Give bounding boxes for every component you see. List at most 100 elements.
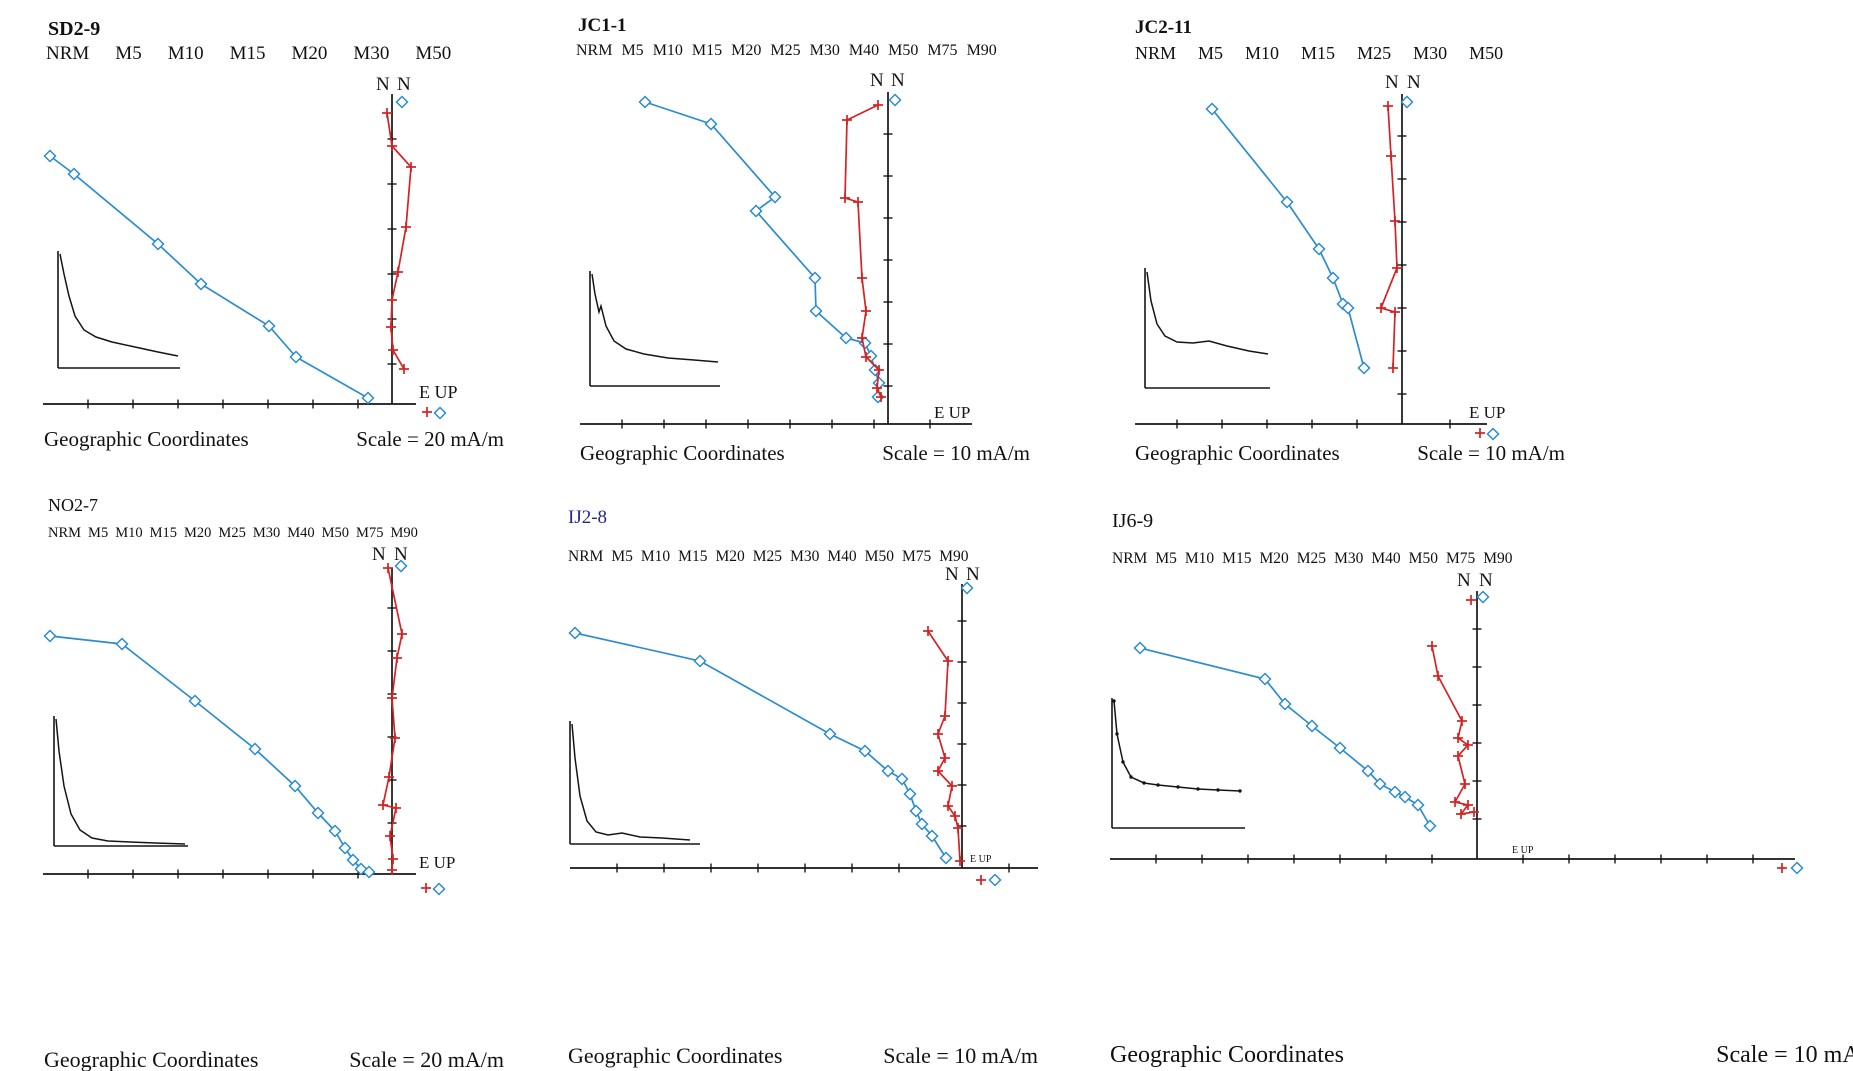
diamond-marker xyxy=(768,190,782,204)
diamond-marker xyxy=(704,117,718,131)
diamond-marker xyxy=(395,95,409,109)
demag-step-label: M5 xyxy=(1198,43,1224,63)
demag-step-label: M25 xyxy=(1357,43,1392,63)
demag-step-label: M25 xyxy=(1296,550,1327,567)
demag-step-label: M15 xyxy=(691,42,723,59)
diamond-marker xyxy=(43,629,57,643)
diamond-marker xyxy=(1205,102,1219,116)
demag-step-label: NRM xyxy=(46,43,90,64)
panel-title: JC2-11 xyxy=(1135,17,1192,38)
demag-step-label: M30 xyxy=(790,548,820,565)
demag-step-label: M10 xyxy=(1245,43,1280,63)
diamond-marker xyxy=(262,319,276,333)
diamond-marker xyxy=(433,406,447,420)
diamond-marker xyxy=(1278,697,1292,711)
diamond-marker xyxy=(289,350,303,364)
diamond-marker xyxy=(328,824,342,838)
demag-step-label: NRM xyxy=(1135,43,1177,63)
demag-step-label: M25 xyxy=(218,525,246,541)
decay-curve-marker xyxy=(1238,789,1242,793)
demag-step-label: M40 xyxy=(287,525,315,541)
coords-label: Geographic Coordinates xyxy=(580,441,785,465)
panel-title: SD2-9 xyxy=(48,18,101,40)
demag-step-label: M15 xyxy=(229,43,266,64)
zijderveld-plot: N N E UP xyxy=(1135,72,1505,441)
coords-label: Geographic Coordinates xyxy=(44,427,249,451)
intensity-decay-curve xyxy=(59,253,179,357)
east-up-axis-label: E UP xyxy=(934,403,970,422)
diamond-marker xyxy=(394,559,408,573)
north-axis-label: N xyxy=(1407,72,1421,93)
diamond-marker xyxy=(362,865,376,879)
vertical-projection-line xyxy=(1379,105,1398,369)
diamond-marker xyxy=(361,391,375,405)
diamond-marker xyxy=(338,841,352,855)
demag-step-label: M5 xyxy=(115,43,142,64)
coords-label: Geographic Coordinates xyxy=(1110,1042,1344,1068)
diamond-marker xyxy=(288,779,302,793)
coords-label: Geographic Coordinates xyxy=(44,1047,259,1071)
decay-curve-marker xyxy=(1216,788,1220,792)
diamond-marker xyxy=(1423,819,1437,833)
horizontal-projection-line xyxy=(574,632,947,859)
demag-step-label: M75 xyxy=(1445,550,1476,567)
north-axis-label: N xyxy=(1457,570,1471,591)
east-up-axis-label: E UP xyxy=(1512,845,1534,856)
north-axis-label: N xyxy=(945,564,959,585)
demag-step-label: M10 xyxy=(115,525,143,541)
demag-steps-row: NRM M5 M10 M15 M25 M30 M50 xyxy=(1135,43,1503,64)
intensity-decay-curve xyxy=(591,273,719,363)
demag-step-label: M30 xyxy=(1413,43,1448,63)
demag-step-label: M15 xyxy=(149,525,178,541)
demag-step-label: M5 xyxy=(1155,550,1177,567)
demag-step-label: M10 xyxy=(640,548,671,565)
demag-step-label: M50 xyxy=(415,43,452,64)
diamond-marker xyxy=(194,277,208,291)
diamond-marker xyxy=(311,806,325,820)
demag-step-label: M15 xyxy=(1222,550,1252,567)
diamond-marker xyxy=(872,376,886,390)
demag-step-label: M50 xyxy=(321,525,350,541)
demag-step-label: M90 xyxy=(1483,550,1513,567)
diamond-marker xyxy=(988,873,1002,887)
diamond-marker xyxy=(1357,361,1371,375)
north-axis-label: N xyxy=(372,544,386,565)
demag-step-label: M10 xyxy=(652,42,683,59)
caption: Geographic Coordinates Scale = 20 mA/m xyxy=(44,427,504,451)
east-up-axis-label: E UP xyxy=(1469,403,1505,422)
caption: Geographic Coordinates Scale = 20 mA/m xyxy=(44,1047,504,1071)
intensity-decay-curve xyxy=(1113,700,1241,792)
demag-step-label: M75 xyxy=(356,525,384,541)
diamond-marker xyxy=(1361,764,1375,778)
north-axis-label: N xyxy=(891,70,905,91)
demag-steps-row: NRM M5 M10 M15 M20 M25 M30 M40 M50 M75 M90 xyxy=(48,525,418,542)
demag-step-label: M75 xyxy=(901,548,932,565)
diamond-marker xyxy=(809,304,823,318)
zijderveld-plot: N N E UP xyxy=(43,74,458,420)
caption: Geographic Coordinates Scale = 10 mA/m xyxy=(580,441,1030,465)
demag-step-label: M25 xyxy=(752,548,783,565)
panel-title: JC1-1 xyxy=(578,15,627,36)
diamond-marker xyxy=(1305,719,1319,733)
north-axis-label: N xyxy=(870,70,884,91)
north-axis-label: N xyxy=(376,74,390,95)
demag-steps-row: NRM M5 M10 M15 M20 M25 M30 M40 M50 M75 M90 xyxy=(576,42,997,60)
demag-step-label: NRM xyxy=(48,525,82,541)
horizontal-projection-line xyxy=(49,155,369,399)
demag-step-label: M25 xyxy=(770,42,801,59)
demag-step-label: M30 xyxy=(809,42,840,59)
demag-step-label: M5 xyxy=(88,525,109,541)
diamond-marker xyxy=(858,744,872,758)
diamond-marker xyxy=(188,694,202,708)
diamond-marker xyxy=(1486,427,1500,441)
panel-title: NO2-7 xyxy=(48,495,98,515)
demag-step-label: M30 xyxy=(1334,550,1364,567)
decay-curve-marker xyxy=(1142,781,1146,785)
zijderveld-plot: N N E UP xyxy=(568,564,1038,887)
diamond-marker xyxy=(1280,195,1294,209)
scale-label: Scale = 10 mA/m xyxy=(882,441,1030,465)
demag-step-label: M75 xyxy=(927,42,958,59)
diamond-marker xyxy=(909,804,923,818)
